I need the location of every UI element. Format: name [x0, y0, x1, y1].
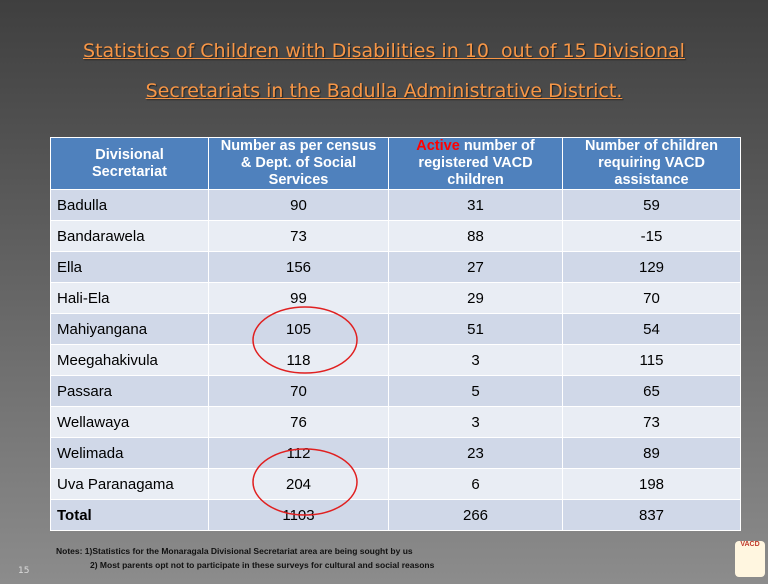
table-cell: 65: [562, 375, 741, 407]
table-cell: 115: [562, 344, 741, 376]
table-row: Hali-Ela 99 29 70: [50, 282, 741, 314]
table-cell: Badulla: [50, 189, 209, 221]
header-cell: Number as per census & Dept. of Social S…: [208, 137, 389, 190]
table-cell: 51: [388, 313, 563, 345]
table-cell: 29: [388, 282, 563, 314]
table-cell: 118: [208, 344, 389, 376]
table-cell: Uva Paranagama: [50, 468, 209, 500]
table-cell: 70: [208, 375, 389, 407]
table-row: Wellawaya 76 3 73: [50, 406, 741, 438]
table-cell: 129: [562, 251, 741, 283]
header-cell: Divisional Secretariat: [50, 137, 209, 190]
table-cell: 88: [388, 220, 563, 252]
table-body: Badulla 90 31 59 Bandarawela 73 88 -15 Ella 156 27…: [50, 189, 741, 531]
table-cell: 31: [388, 189, 563, 221]
table-cell: 3: [388, 344, 563, 376]
table-cell: 99: [208, 282, 389, 314]
table-cell: 204: [208, 468, 389, 500]
header-row: Divisional Secretariat Number as per cens…: [50, 137, 741, 190]
highlight-circle: [252, 306, 358, 374]
table-cell: Hali-Ela: [50, 282, 209, 314]
table-row: Badulla 90 31 59: [50, 189, 741, 221]
table-cell: 112: [208, 437, 389, 469]
data-table: Divisional Secretariat Number as per cens…: [50, 137, 741, 531]
table-cell: 73: [562, 406, 741, 438]
table-row: Passara 70 5 65: [50, 375, 741, 407]
table-cell: 54: [562, 313, 741, 345]
table-cell: 70: [562, 282, 741, 314]
header-text: Divisional Secretariat: [92, 146, 167, 180]
table-row: Meegahakivula 118 3 115: [50, 344, 741, 376]
table-row: Mahiyangana 105 51 54: [50, 313, 741, 345]
table-cell: Ella: [50, 251, 209, 283]
logo: VACD: [735, 541, 765, 577]
title-line: Statistics of Children with Disabilities…: [83, 40, 685, 62]
table-cell: Bandarawela: [50, 220, 209, 252]
table-cell: Meegahakivula: [50, 344, 209, 376]
header-text: number of registered VACD children: [418, 138, 535, 188]
table-cell: -15: [562, 220, 741, 252]
header-highlight: Active: [416, 138, 460, 154]
table-cell: 73: [208, 220, 389, 252]
table-cell: 837: [562, 499, 741, 531]
table-row: Bandarawela 73 88 -15: [50, 220, 741, 252]
table-cell: 27: [388, 251, 563, 283]
table-row: Ella 156 27 129: [50, 251, 741, 283]
table-cell: Wellawaya: [50, 406, 209, 438]
table-cell: 6: [388, 468, 563, 500]
table-cell: 5: [388, 375, 563, 407]
title-line: Secretariats in the Badulla Administrati…: [145, 80, 623, 102]
table-cell: 3: [388, 406, 563, 438]
note: 2) Most parents opt not to participate i…: [90, 560, 435, 570]
table-cell: 198: [562, 468, 741, 500]
table-cell: Total: [50, 499, 209, 531]
highlight-circle: [252, 448, 358, 516]
table-cell: 90: [208, 189, 389, 221]
table-cell: 156: [208, 251, 389, 283]
header-cell: Active number of registered VACD childre…: [388, 137, 563, 190]
page-number: 15: [18, 566, 30, 576]
table-row: Uva Paranagama 204 6 198: [50, 468, 741, 500]
table-cell: 76: [208, 406, 389, 438]
table-cell: 266: [388, 499, 563, 531]
header-cell: Number of children requiring VACD assist…: [562, 137, 741, 190]
table-cell: Mahiyangana: [50, 313, 209, 345]
table-cell: 89: [562, 437, 741, 469]
table-cell: 105: [208, 313, 389, 345]
note: Notes: 1)Statistics for the Monaragala D…: [56, 546, 413, 556]
header-text: Number of children requiring VACD assist…: [585, 138, 718, 188]
header-text: Number as per census & Dept. of Social S…: [220, 138, 377, 188]
